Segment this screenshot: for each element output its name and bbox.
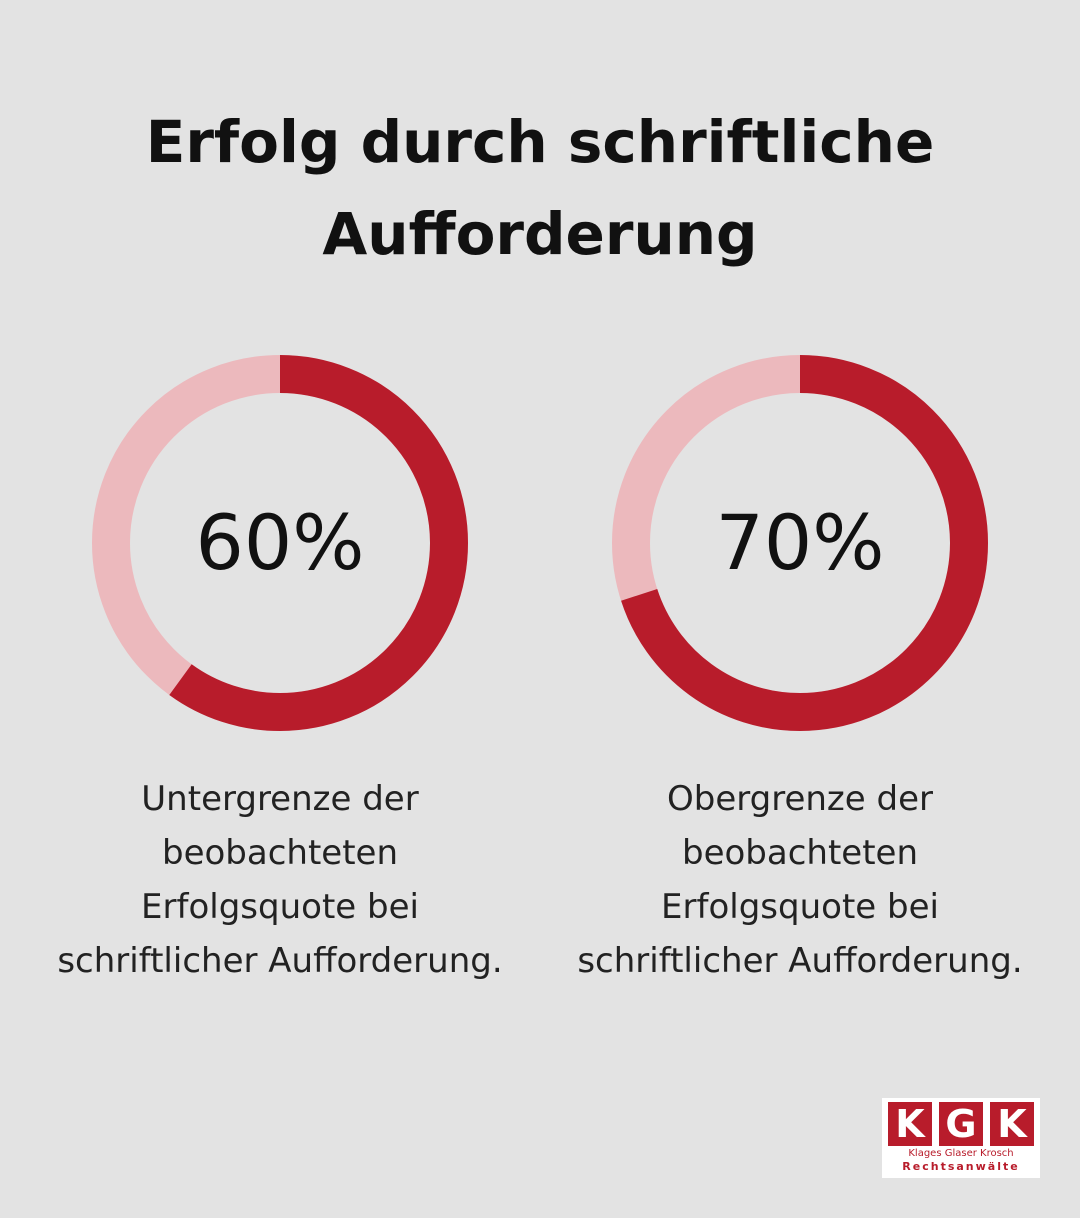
logo-letter-k1: K (888, 1102, 932, 1146)
donut-value-arc (92, 355, 468, 731)
donut-caption-lower-bound: Untergrenze der beobachteten Erfolgsquot… (30, 772, 530, 988)
donut-svg-lower-bound (92, 355, 468, 731)
title-line-1: Erfolg durch schriftliche (145, 108, 935, 176)
caption-line: Erfolgsquote bei (661, 887, 939, 927)
logo-letters: K G K (882, 1102, 1040, 1146)
logo-subtitle: Rechtsanwälte (902, 1160, 1020, 1173)
caption-line: schriftlicher Aufforderung. (577, 941, 1023, 981)
donut-chart-upper-bound: 70% (612, 355, 988, 731)
donut-svg-upper-bound (612, 355, 988, 731)
donut-percentage-label: 70% (715, 498, 885, 587)
logo-partner-names: Klages Glaser Krosch (908, 1148, 1014, 1159)
donut-chart-lower-bound: 60% (92, 355, 468, 731)
caption-line: beobachteten (681, 833, 918, 873)
logo-letter-g: G (939, 1102, 983, 1146)
donut-value-arc (612, 355, 988, 731)
logo-letter-k2: K (990, 1102, 1034, 1146)
title-line-2: Aufforderung (322, 200, 758, 268)
caption-line: Untergrenze der (141, 779, 419, 819)
kgk-logo: K G K Klages Glaser Krosch Rechtsanwälte (882, 1098, 1040, 1178)
donut-caption-upper-bound: Obergrenze der beobachteten Erfolgsquote… (550, 772, 1050, 988)
caption-line: beobachteten (161, 833, 398, 873)
caption-line: Obergrenze der (667, 779, 933, 819)
donut-percentage-label: 60% (195, 498, 365, 587)
page-title: Erfolg durch schriftliche Aufforderung (40, 96, 1040, 280)
caption-line: Erfolgsquote bei (141, 887, 419, 927)
caption-line: schriftlicher Aufforderung. (57, 941, 503, 981)
